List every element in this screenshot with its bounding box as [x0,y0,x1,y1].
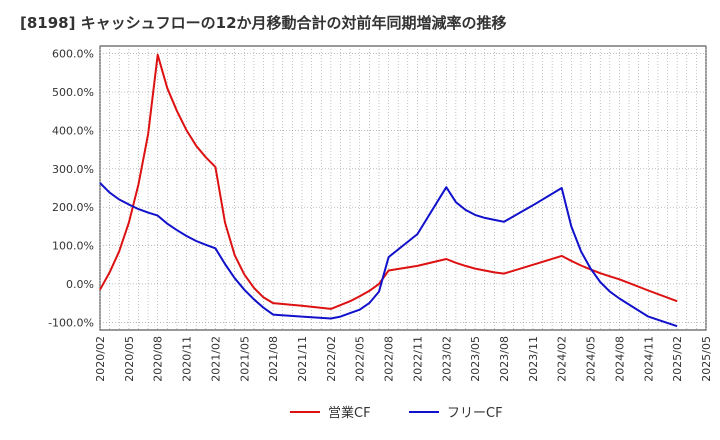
y-tick-label: 400.0% [52,124,94,137]
x-tick-label: 2020/11 [181,336,194,382]
x-tick-label: 2020/05 [123,336,136,382]
x-tick-label: 2022/11 [411,336,424,382]
y-tick-label: 300.0% [52,163,94,176]
x-tick-label: 2021/08 [267,336,280,382]
x-tick-label: 2022/02 [325,336,338,382]
x-tick-label: 2025/05 [700,336,713,382]
x-tick-label: 2020/08 [152,336,165,382]
x-tick-label: 2023/11 [527,336,540,382]
y-tick-label: -100.0% [48,316,94,329]
y-tick-label: 100.0% [52,240,94,253]
x-tick-label: 2024/11 [642,336,655,382]
x-tick-label: 2023/08 [498,336,511,382]
y-tick-label: 200.0% [52,201,94,214]
legend-label: フリーCF [447,406,503,421]
legend-label: 営業CF [328,405,371,421]
x-tick-label: 2021/02 [209,336,222,382]
x-tick-label: 2024/02 [556,336,569,382]
x-tick-label: 2021/05 [238,336,251,382]
y-tick-label: 600.0% [52,48,94,61]
x-tick-label: 2025/02 [671,336,684,382]
plot-area [99,45,707,331]
x-tick-label: 2022/08 [383,336,396,382]
x-tick-label: 2021/11 [296,336,309,382]
series-line-free-cf [99,182,678,328]
x-tick-label: 2024/08 [613,336,626,382]
series-line-operating-cf [99,53,678,310]
x-tick-label: 2023/05 [469,336,482,382]
x-tick-label: 2024/05 [585,336,598,382]
x-tick-label: 2022/05 [354,336,367,382]
y-tick-label: 500.0% [52,86,94,99]
y-tick-label: 0.0% [66,278,94,291]
x-tick-label: 2020/02 [94,336,107,382]
chart-title: [8198] キャッシュフローの12か月移動合計の対前年同期増減率の推移 [20,14,507,32]
x-tick-label: 2023/02 [440,336,453,382]
